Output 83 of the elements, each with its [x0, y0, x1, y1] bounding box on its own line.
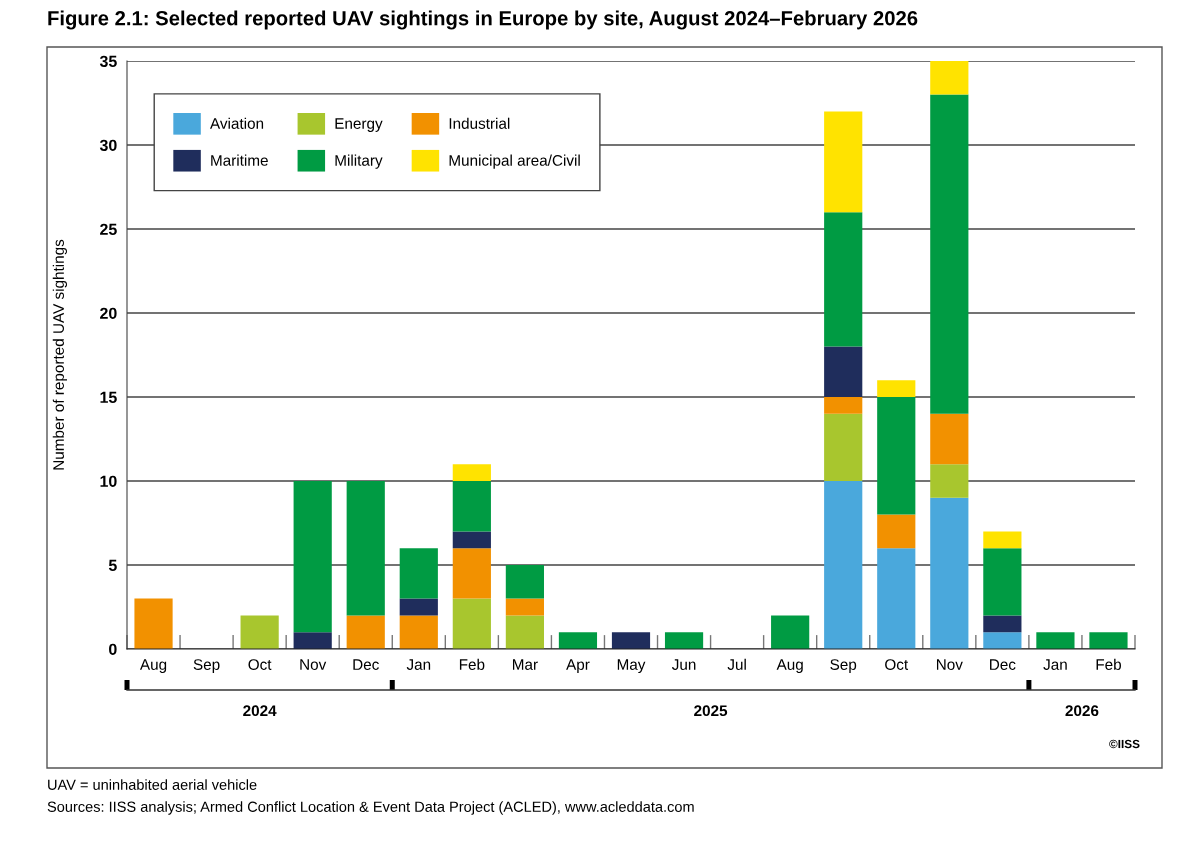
x-tick-label: Mar	[512, 659, 538, 670]
bar	[930, 94, 969, 414]
text: ©IISS	[1109, 739, 1140, 749]
bar	[824, 212, 863, 347]
y-tick-label: 10	[100, 475, 117, 487]
bar	[983, 632, 1022, 649]
bar	[452, 531, 491, 549]
bar	[877, 514, 916, 549]
bar	[930, 464, 969, 498]
bar	[558, 632, 598, 649]
y-tick-label: 5	[108, 559, 117, 571]
y-axis-title: Number of reported UAV sightings	[52, 239, 67, 470]
bar	[452, 598, 491, 649]
bar	[293, 632, 332, 649]
bar	[824, 481, 863, 649]
legend-label: Maritime	[211, 154, 268, 166]
bar	[930, 413, 969, 465]
x-tick-label: May	[617, 659, 646, 673]
bar	[293, 481, 332, 633]
text: 2025	[694, 705, 728, 717]
y-tick-label: 20	[100, 307, 117, 319]
bar	[983, 531, 1022, 549]
bar	[877, 397, 916, 515]
x-tick-label: Jan	[406, 659, 431, 670]
bar	[611, 632, 651, 649]
y-tick-label: 35	[99, 55, 117, 67]
text: 2026	[1065, 705, 1099, 717]
bar	[505, 598, 544, 616]
bar	[930, 61, 969, 95]
bar	[983, 615, 1022, 633]
chart-title: Figure 2.1: Selected reported UAV sightings in Europe by site, August 2024–February 2026	[48, 10, 918, 30]
bar	[240, 615, 279, 649]
x-tick-label: Feb	[459, 658, 485, 670]
text: UAV = uninhabited aerial vehicle	[48, 779, 257, 790]
x-tick-label: Oct	[248, 659, 272, 670]
x-tick-label: Jul	[727, 658, 746, 670]
bar	[134, 598, 173, 649]
x-tick-label: Dec	[353, 659, 379, 670]
bar	[824, 346, 863, 397]
bar	[346, 481, 385, 616]
x-tick-label: Aug	[139, 659, 167, 673]
bar	[771, 615, 810, 649]
bar	[399, 615, 438, 649]
y-tick-label: 0	[109, 643, 117, 655]
legend-label: Military	[335, 154, 383, 169]
bar	[346, 615, 385, 649]
bar	[824, 413, 863, 481]
x-tick-label: Oct	[885, 659, 909, 670]
x-tick-label: Feb	[1096, 658, 1121, 670]
x-tick-label: Sep	[830, 659, 857, 673]
source-note: Sources: IISS analysis; Armed Conflict Location & Event Data Project (ACLED), www.acleddata.com	[47, 801, 694, 815]
bar	[505, 565, 544, 599]
legend-label: Aviation	[210, 117, 264, 129]
bar	[399, 598, 438, 616]
bar	[452, 481, 491, 532]
text: 2024	[243, 705, 277, 717]
bar	[452, 548, 491, 599]
legend-label: Energy	[335, 118, 383, 132]
bar	[930, 497, 969, 649]
bar	[664, 632, 704, 649]
legend-label: Municipal area/Civil	[449, 154, 580, 169]
bar	[983, 548, 1022, 616]
bar	[452, 464, 491, 481]
x-tick-label: Dec	[990, 659, 1016, 670]
y-tick-label: 30	[99, 139, 117, 151]
x-tick-label: Nov	[300, 659, 327, 670]
bar	[399, 548, 438, 599]
x-tick-label: Jan	[1043, 659, 1067, 670]
x-tick-label: Aug	[776, 659, 803, 673]
x-tick-label: Apr	[566, 659, 590, 673]
bar	[824, 111, 863, 213]
bar	[1089, 632, 1128, 649]
bar	[1036, 632, 1075, 649]
x-tick-label: Nov	[936, 659, 963, 670]
y-tick-label: 25	[100, 223, 117, 235]
bar	[505, 615, 544, 649]
x-tick-label: Jun	[671, 659, 696, 670]
x-tick-label: Sep	[193, 659, 220, 673]
y-tick-label: 15	[100, 391, 117, 403]
bar	[877, 380, 916, 397]
legend-label: Industrial	[449, 117, 510, 129]
bar	[824, 397, 863, 414]
bar	[877, 548, 916, 649]
